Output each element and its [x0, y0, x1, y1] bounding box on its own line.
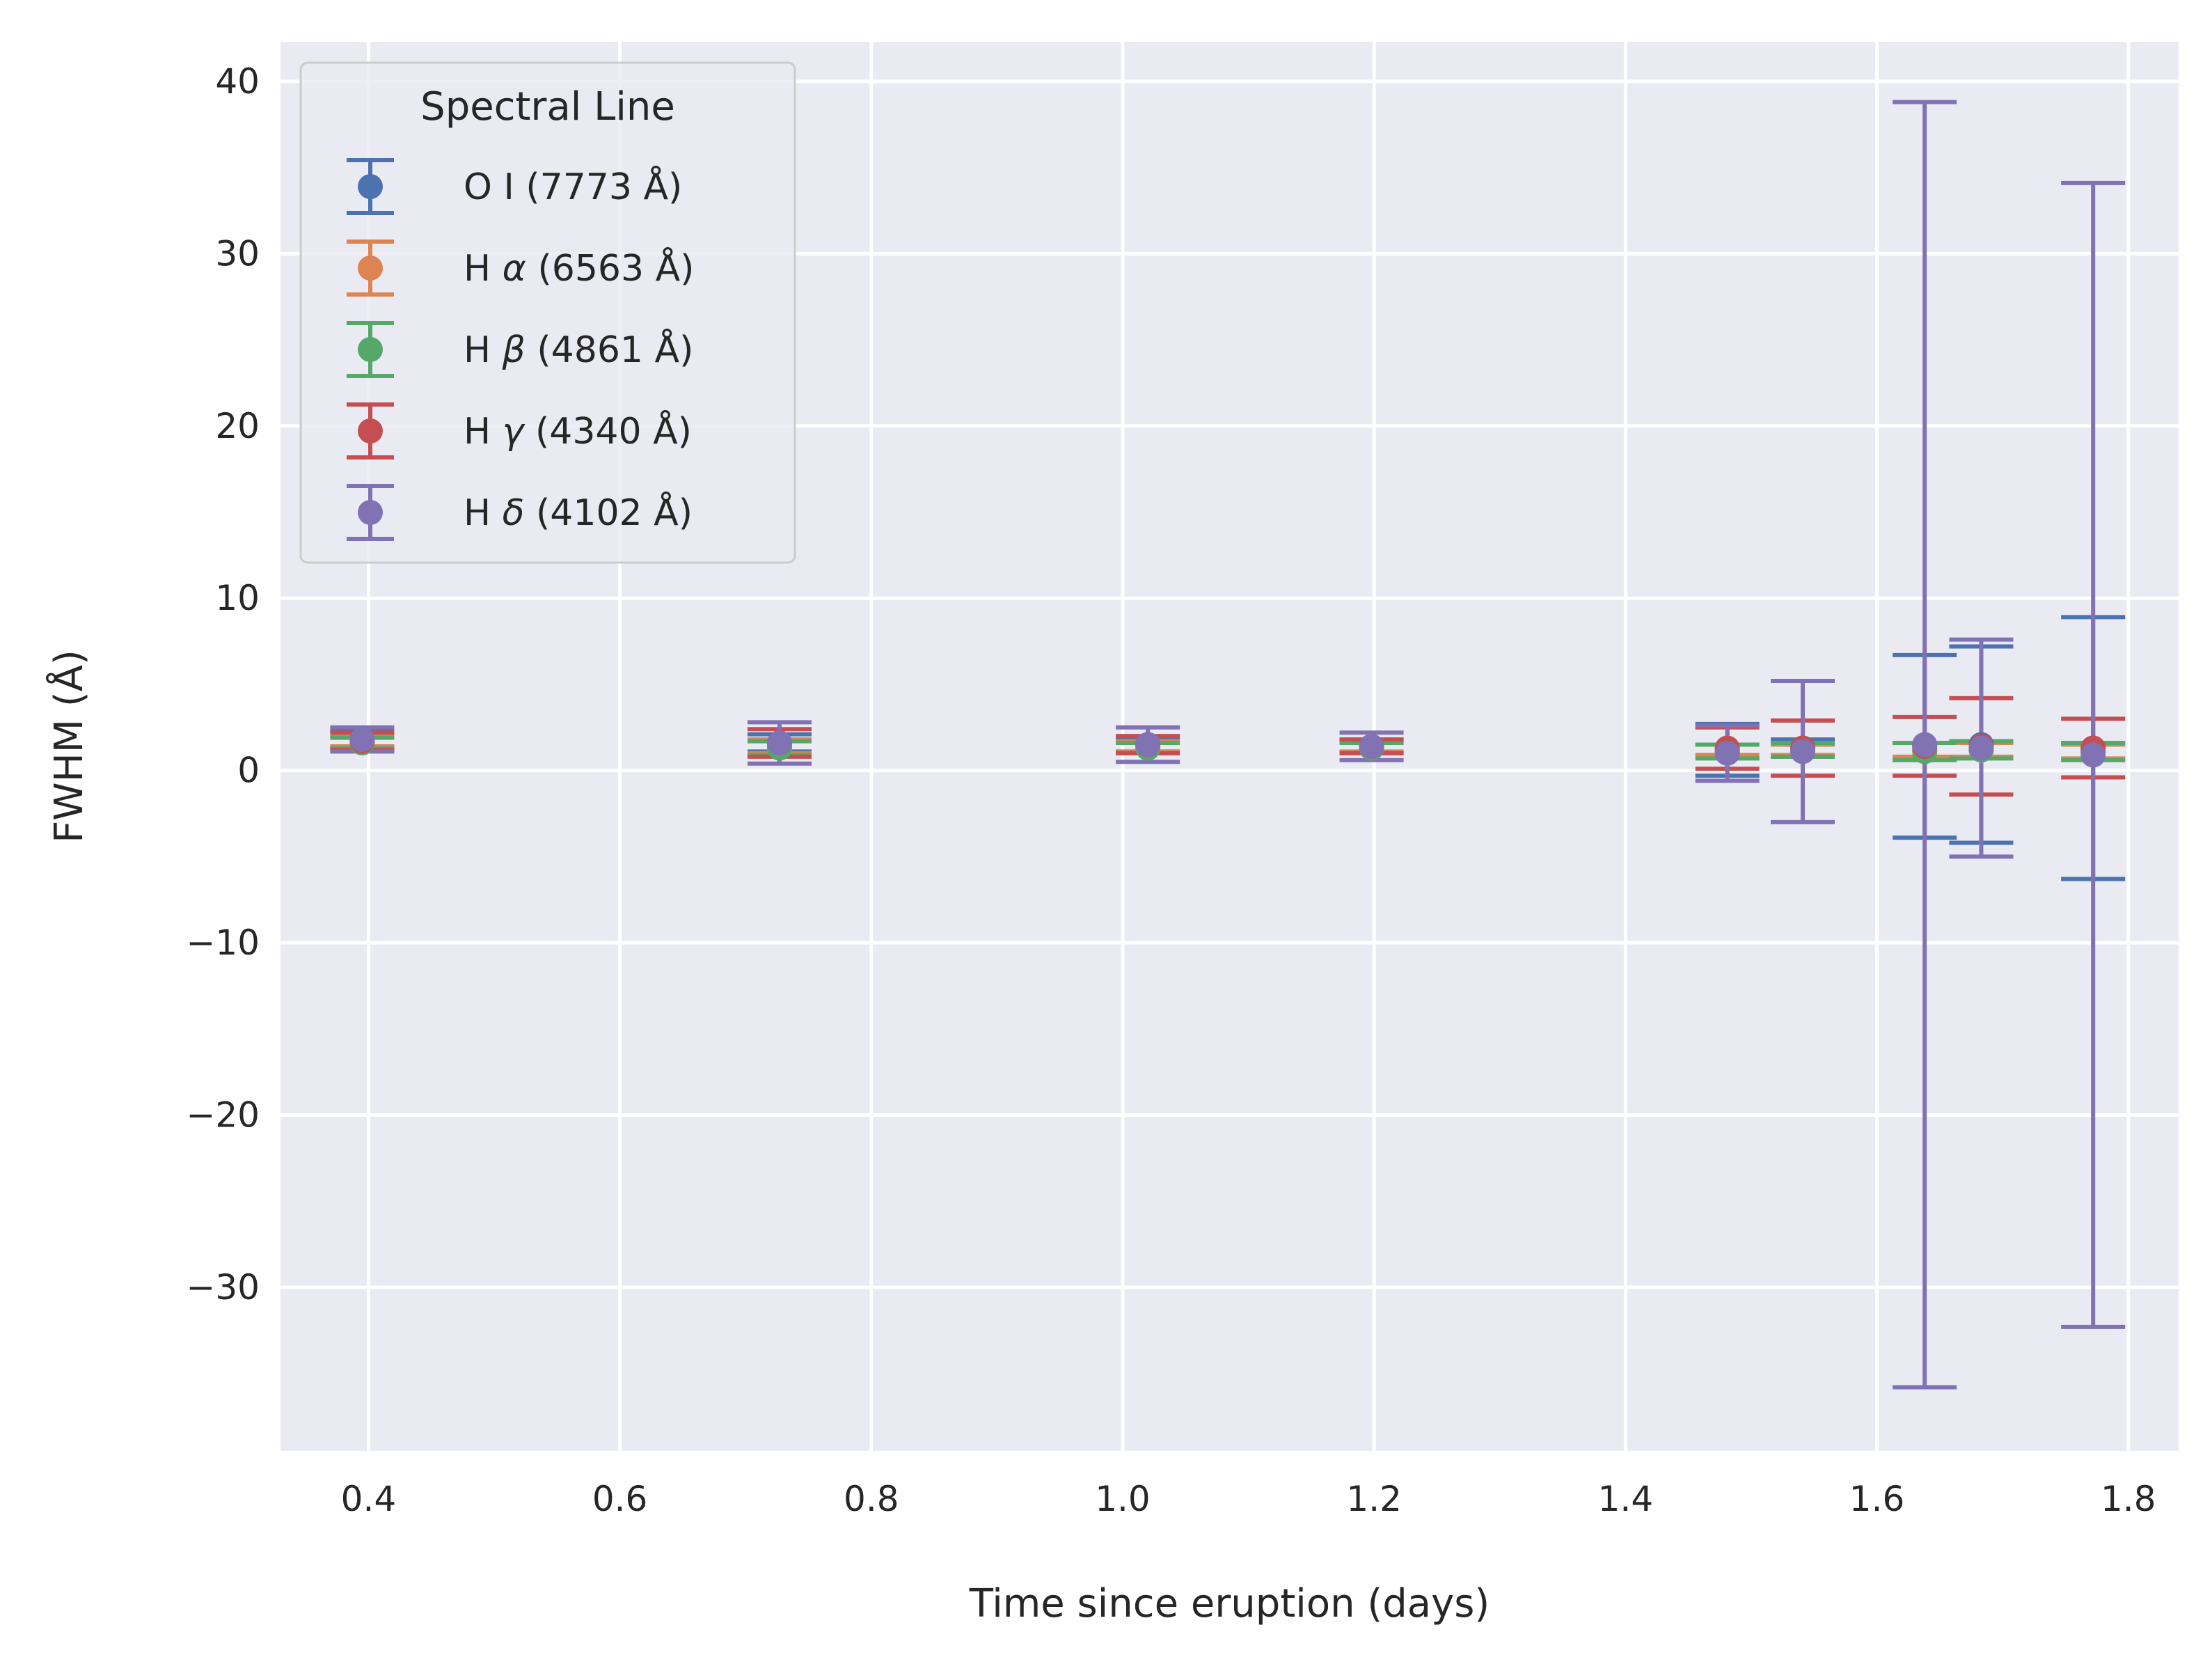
- x-tick-label: 1.0: [1095, 1479, 1151, 1519]
- y-tick-label: 20: [215, 406, 260, 446]
- data-point: [766, 730, 792, 756]
- legend-label: H δ (4102 Å): [464, 491, 693, 534]
- y-tick-label: 10: [215, 578, 260, 618]
- data-point: [1135, 732, 1161, 758]
- data-point: [1790, 739, 1816, 764]
- x-axis-label: Time since eruption (days): [969, 1581, 1490, 1626]
- y-axis-label: FWHM (Å): [46, 650, 92, 843]
- data-points: [349, 727, 2106, 768]
- x-tick-label: 1.8: [2101, 1479, 2156, 1519]
- legend-title: Spectral Line: [420, 84, 675, 129]
- legend-marker-icon: [358, 418, 383, 444]
- data-point: [2080, 742, 2106, 768]
- x-tick-label: 0.4: [341, 1479, 397, 1519]
- y-axis-ticks: −30 −20 −10 0 10 20 30 40: [186, 61, 260, 1308]
- x-axis-ticks: 0.4 0.6 0.8 1.0 1.2 1.4 1.6 1.8: [341, 1479, 2156, 1519]
- legend-box: [299, 61, 796, 564]
- y-tick-label: −30: [186, 1267, 260, 1308]
- legend-entries: O I (7773 Å) H α (6563 Å) H β (4861 Å) H γ …: [347, 158, 694, 541]
- x-tick-label: 1.2: [1346, 1479, 1402, 1519]
- y-tick-label: 40: [215, 61, 260, 102]
- legend-marker-icon: [358, 337, 383, 362]
- y-tick-label: −20: [186, 1095, 260, 1136]
- legend-label: H β (4861 Å): [464, 328, 693, 371]
- legend-marker-icon: [358, 500, 383, 525]
- y-tick-label: 30: [215, 233, 260, 274]
- legend-label: H γ (4340 Å): [464, 409, 692, 453]
- data-point: [349, 727, 375, 753]
- legend-label: O I (7773 Å): [464, 165, 682, 208]
- legend-marker-icon: [358, 174, 383, 199]
- legend-label: H α (6563 Å): [464, 246, 694, 290]
- y-tick-label: −10: [186, 923, 260, 963]
- grid: [281, 42, 2179, 1451]
- x-tick-label: 0.8: [844, 1479, 899, 1519]
- y-tick-label: 0: [237, 751, 260, 791]
- x-tick-label: 1.4: [1598, 1479, 1654, 1519]
- data-point: [1714, 740, 1740, 766]
- data-point: [1359, 734, 1384, 759]
- data-point: [1968, 735, 1994, 761]
- legend-marker-icon: [358, 256, 383, 281]
- legend: Spectral Line O I (7773 Å) H α (6563 Å) H …: [299, 61, 796, 564]
- x-tick-label: 0.6: [592, 1479, 648, 1519]
- x-tick-label: 1.6: [1849, 1479, 1905, 1519]
- data-point: [1912, 732, 1938, 758]
